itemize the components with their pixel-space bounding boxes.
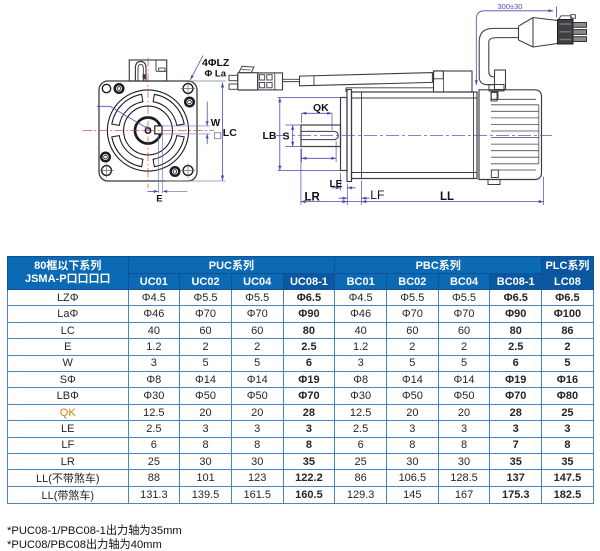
svg-text:LL: LL <box>440 191 454 203</box>
svg-text:LC: LC <box>223 127 237 139</box>
svg-text:300±30: 300±30 <box>498 2 523 11</box>
svg-text:4ΦLZ: 4ΦLZ <box>202 57 230 69</box>
svg-text:E: E <box>156 194 162 205</box>
svg-text:LR: LR <box>305 192 321 204</box>
svg-text:QK: QK <box>313 102 329 114</box>
svg-text:LE: LE <box>330 179 343 190</box>
svg-text:Φ La: Φ La <box>205 69 227 80</box>
svg-text:LB: LB <box>263 130 277 142</box>
svg-text:LF: LF <box>370 188 384 202</box>
svg-text:W: W <box>211 118 221 129</box>
svg-text:S: S <box>283 131 290 143</box>
